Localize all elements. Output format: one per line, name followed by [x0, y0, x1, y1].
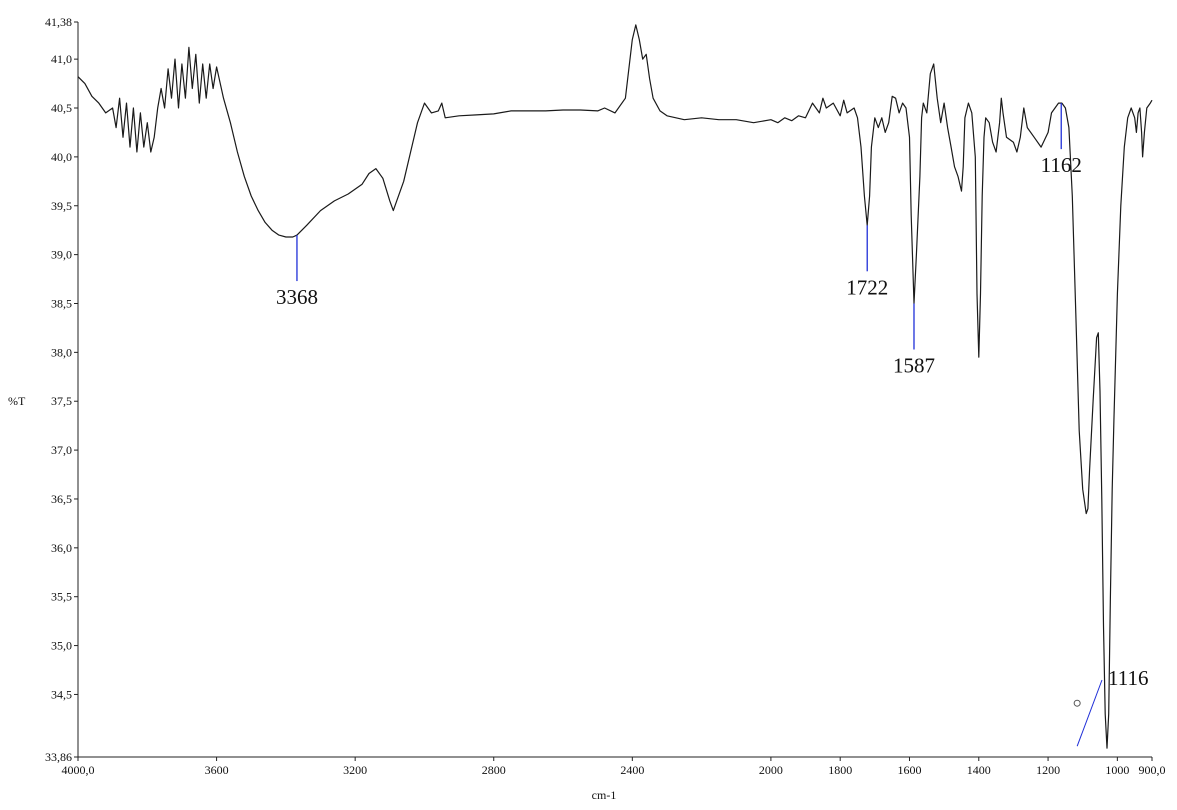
- y-tick-label: 40,0: [51, 150, 72, 164]
- x-tick-label: 1400: [967, 763, 991, 777]
- x-tick-label: 2400: [620, 763, 644, 777]
- y-tick-label: 36,0: [51, 541, 72, 555]
- y-tick-label: 40,5: [51, 101, 72, 115]
- peak-label: 3368: [276, 285, 318, 309]
- peak-marker: [1076, 679, 1103, 747]
- spectrum-line-layer: [77, 24, 1153, 749]
- x-axis-label: cm-1: [592, 788, 617, 802]
- peak-label: 1587: [893, 353, 935, 377]
- y-tick-label: 41,38: [45, 15, 72, 29]
- y-tick-label: 35,0: [51, 639, 72, 653]
- y-tick-label: 37,0: [51, 443, 72, 457]
- x-tick-label: 1600: [897, 763, 921, 777]
- peak-label: 1116: [1108, 666, 1148, 690]
- x-tick-label: 3600: [205, 763, 229, 777]
- x-tick-label: 1200: [1036, 763, 1060, 777]
- x-tick-label: 2800: [482, 763, 506, 777]
- spectrum-line: [77, 24, 1153, 749]
- y-tick-label: 37,5: [51, 394, 72, 408]
- y-tick-label: 38,0: [51, 345, 72, 359]
- peak-label: 1162: [1041, 153, 1082, 177]
- x-tick-label: 900,0: [1139, 763, 1166, 777]
- peak-point-marker: [1073, 699, 1081, 707]
- x-tick-label: 1800: [828, 763, 852, 777]
- y-tick-label: 34,5: [51, 687, 72, 701]
- peak-label: 1722: [846, 275, 888, 299]
- y-tick-label: 39,0: [51, 248, 72, 262]
- y-tick-label: 41,0: [51, 52, 72, 66]
- peak-annotation-layer: 3368 1722 1587 1162 1116: [276, 103, 1148, 747]
- y-tick-label: 38,5: [51, 296, 72, 310]
- y-tick-label: 36,5: [51, 492, 72, 506]
- y-tick-label: 33,86: [45, 750, 72, 764]
- y-axis-label: %T: [8, 394, 26, 408]
- axes-layer: 4000,0 3600 3200 2800 2400 2000 1800 1600 1400 12…: [45, 15, 1166, 777]
- x-tick-label: 1000: [1105, 763, 1129, 777]
- y-tick-label: 39,5: [51, 199, 72, 213]
- x-tick-label: 4000,0: [62, 763, 95, 777]
- x-tick-label: 2000: [759, 763, 783, 777]
- x-tick-label: 3200: [343, 763, 367, 777]
- y-tick-label: 35,5: [51, 590, 72, 604]
